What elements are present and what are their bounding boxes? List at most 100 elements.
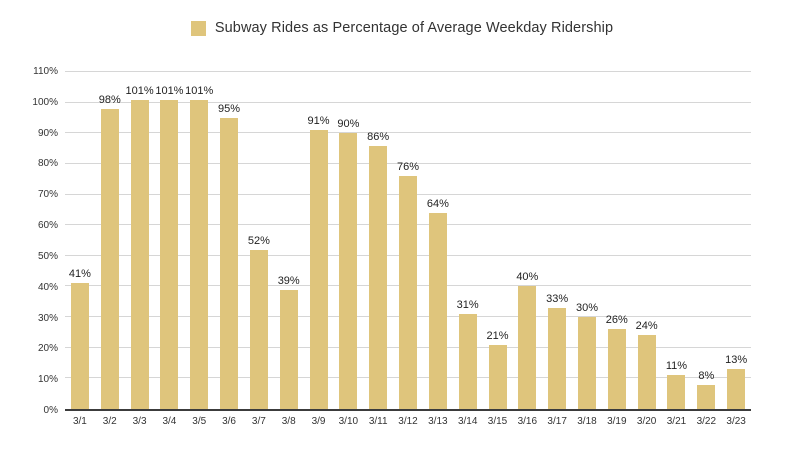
bar bbox=[70, 283, 89, 409]
bar bbox=[577, 317, 596, 409]
bar-value-label: 24% bbox=[635, 320, 658, 333]
bar bbox=[220, 117, 239, 409]
bar-slot: 52% bbox=[244, 72, 274, 409]
bar-slot: 13% bbox=[721, 72, 751, 409]
x-tick-label: 3/21 bbox=[666, 416, 687, 427]
gridline bbox=[65, 101, 751, 103]
bar-value-label: 101% bbox=[125, 84, 154, 97]
bar-value-label: 98% bbox=[98, 93, 121, 106]
bar-slot: 98% bbox=[95, 72, 125, 409]
gridline bbox=[65, 162, 751, 164]
x-tick-label: 3/7 bbox=[251, 416, 266, 427]
bar-value-label: 101% bbox=[185, 84, 214, 97]
x-tick-label: 3/19 bbox=[607, 416, 627, 427]
y-tick-label: 50% bbox=[37, 250, 58, 262]
bar bbox=[190, 99, 209, 409]
x-tick-label: 3/12 bbox=[398, 416, 418, 427]
x-axis: 3/1 3/2 3/3 3/4 3/5 3/6 3/7 3/8 3/9 3/10 3/11 3/12 3… bbox=[65, 417, 751, 427]
bar-value-label: 31% bbox=[456, 299, 479, 312]
bar-value-label: 33% bbox=[546, 292, 569, 305]
bar-slot: 86% bbox=[363, 72, 393, 409]
bar-value-label: 86% bbox=[367, 130, 390, 143]
y-tick-label: 40% bbox=[37, 281, 58, 293]
bar-slot: 8% bbox=[691, 72, 721, 409]
bar-slot: 41% bbox=[65, 72, 95, 409]
bars-container: 41% 98% 101% 101% 101% 95% 52% 39% 91% 90% 86% 76% 6… bbox=[65, 72, 751, 409]
x-tick-label: 3/2 bbox=[102, 416, 117, 427]
x-tick-label: 3/16 bbox=[517, 416, 538, 427]
bar-value-label: 95% bbox=[218, 102, 241, 115]
bar bbox=[458, 314, 477, 409]
bar bbox=[339, 133, 358, 409]
y-tick-label: 70% bbox=[37, 189, 58, 201]
gridline bbox=[65, 132, 751, 134]
legend-swatch bbox=[190, 20, 206, 36]
bar-value-label: 26% bbox=[605, 314, 628, 327]
bar-value-label: 11% bbox=[665, 360, 688, 373]
x-tick-label: 3/14 bbox=[457, 416, 478, 427]
x-tick-label: 3/22 bbox=[696, 416, 717, 427]
bar bbox=[100, 108, 119, 409]
bar-slot: 76% bbox=[393, 72, 423, 409]
bar-slot: 95% bbox=[214, 72, 244, 409]
bar bbox=[249, 249, 268, 409]
gridline bbox=[65, 71, 751, 72]
bar bbox=[160, 99, 179, 409]
bar bbox=[667, 375, 686, 409]
bar bbox=[518, 286, 537, 409]
y-tick-label: 100% bbox=[32, 96, 58, 108]
y-tick-label: 80% bbox=[37, 158, 58, 170]
bar-value-label: 8% bbox=[698, 369, 715, 382]
y-tick-label: 0% bbox=[43, 405, 58, 416]
x-tick-label: 3/8 bbox=[281, 416, 296, 427]
bar-value-label: 91% bbox=[307, 115, 330, 128]
x-tick-label: 3/3 bbox=[132, 416, 147, 427]
bar-value-label: 40% bbox=[516, 271, 539, 284]
bar bbox=[399, 176, 418, 409]
bar-slot: 101% bbox=[154, 72, 184, 409]
x-tick-label: 3/9 bbox=[311, 416, 326, 427]
x-tick-label: 3/10 bbox=[338, 416, 359, 427]
y-tick-label: 20% bbox=[37, 343, 58, 355]
bar bbox=[309, 130, 328, 409]
bar bbox=[130, 99, 149, 409]
x-tick-label: 3/1 bbox=[72, 416, 87, 427]
y-tick-label: 60% bbox=[37, 220, 58, 232]
bar bbox=[369, 145, 388, 409]
bar bbox=[428, 212, 447, 409]
bar-slot: 64% bbox=[423, 72, 453, 409]
y-tick-label: 10% bbox=[37, 374, 58, 386]
bar-slot: 101% bbox=[125, 72, 155, 409]
x-tick-label: 3/6 bbox=[222, 416, 236, 427]
bar-value-label: 90% bbox=[337, 118, 360, 131]
bar-slot: 31% bbox=[453, 72, 483, 409]
x-tick-label: 3/5 bbox=[192, 416, 207, 427]
legend: Subway Rides as Percentage of Average We… bbox=[0, 16, 804, 40]
bar-value-label: 39% bbox=[277, 274, 300, 287]
y-tick-label: 110% bbox=[33, 66, 58, 77]
bar-slot: 33% bbox=[542, 72, 572, 409]
bar bbox=[727, 369, 746, 409]
chart-title: Subway Rides as Percentage of Average We… bbox=[214, 20, 614, 36]
bar-slot: 11% bbox=[662, 72, 692, 409]
bar-value-label: 41% bbox=[68, 268, 91, 281]
bar bbox=[637, 335, 656, 409]
bar-slot: 91% bbox=[304, 72, 334, 409]
y-axis: 0% 10% 20% 30% 40% 50% 60% 70% 80% 90% 100% 110% bbox=[0, 67, 58, 416]
x-tick-label: 3/15 bbox=[487, 416, 508, 427]
bar bbox=[548, 307, 567, 409]
x-tick-label: 3/23 bbox=[726, 416, 746, 427]
bar-value-label: 13% bbox=[725, 354, 748, 367]
y-tick-label: 90% bbox=[37, 127, 58, 139]
bar bbox=[279, 289, 298, 409]
x-tick-label: 3/18 bbox=[577, 416, 597, 427]
bar-slot: 90% bbox=[333, 72, 363, 409]
bar-slot: 39% bbox=[274, 72, 304, 409]
x-tick-label: 3/13 bbox=[428, 416, 448, 427]
y-tick-label: 30% bbox=[37, 312, 58, 324]
x-tick-label: 3/11 bbox=[368, 416, 388, 427]
bar bbox=[488, 344, 507, 409]
bar-value-label: 101% bbox=[155, 84, 184, 97]
bar-slot: 21% bbox=[483, 72, 513, 409]
